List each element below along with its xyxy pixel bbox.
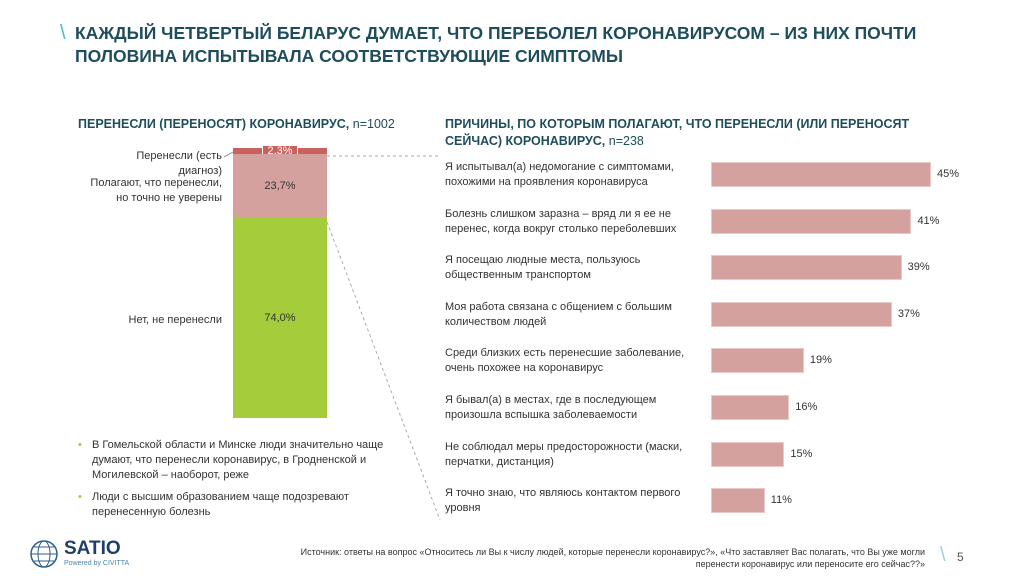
- reason-value: 45%: [937, 168, 960, 180]
- reason-label: Моя работа связана с общением с большим …: [445, 300, 672, 328]
- reason-bar: [711, 255, 902, 281]
- reason-label: Я посещаю людные места, пользуюсь общест…: [445, 254, 641, 282]
- reason-value: 15%: [790, 447, 813, 460]
- reason-bar: [711, 488, 765, 514]
- source-note: Источник: ответы на вопрос «Относитесь л…: [300, 547, 925, 569]
- reason-value: 37%: [897, 307, 920, 320]
- connector-bottom: [326, 221, 441, 521]
- left-chart-title: ПЕРЕНЕСЛИ (ПЕРЕНОСЯТ) КОРОНАВИРУС, n=100…: [78, 116, 395, 133]
- reason-bar: [711, 348, 804, 374]
- right-chart-n: n=238: [608, 134, 644, 148]
- legend-leader-line: [223, 151, 234, 158]
- reason-label: Среди близких есть перенесшие заболевани…: [445, 347, 685, 375]
- stack-segment-label: 23,7%: [264, 180, 296, 193]
- reason-value: 19%: [809, 354, 832, 367]
- stack-segment-label: 74,0%: [264, 312, 296, 325]
- reason-value: 39%: [907, 261, 930, 274]
- reason-value: 16%: [795, 401, 818, 413]
- right-chart-title: ПРИЧИНЫ, ПО КОТОРЫМ ПОЛАГАЮТ, ЧТО ПЕРЕНЕ…: [445, 116, 925, 150]
- reason-label: Болезнь слишком заразна – вряд ли я ее н…: [445, 207, 677, 235]
- reason-label: Я точно знаю, что являюсь контактом перв…: [445, 487, 681, 515]
- reason-bar: [711, 301, 892, 327]
- reason-label: Я испытывал(а) недомогание с симптомами,…: [445, 161, 674, 188]
- title-slash-decoration: \: [60, 22, 66, 44]
- right-chart-title-text: ПРИЧИНЫ, ПО КОТОРЫМ ПОЛАГАЮТ, ЧТО ПЕРЕНЕ…: [445, 117, 910, 148]
- left-chart-title-text: ПЕРЕНЕСЛИ (ПЕРЕНОСЯТ) КОРОНАВИРУС,: [78, 117, 350, 131]
- reason-value: 41%: [917, 214, 940, 227]
- reason-bar: [711, 208, 912, 234]
- legend-suspect: Полагают, что перенесли, но точно не уве…: [90, 177, 222, 204]
- stack-segment: 74,0%: [233, 218, 327, 418]
- slide-title: КАЖДЫЙ ЧЕТВЕРТЫЙ БЕЛАРУС ДУМАЕТ, ЧТО ПЕР…: [75, 23, 917, 66]
- left-chart-n: n=1002: [352, 117, 395, 131]
- bullet-2: Люди с высшим образованием чаще подозрев…: [78, 490, 402, 520]
- reason-bar: [711, 395, 790, 420]
- reason-label: Я бывал(а) в местах, где в последующем п…: [445, 394, 657, 421]
- reason-bar: [711, 162, 931, 187]
- reason-value: 11%: [770, 494, 792, 507]
- legend-diagnosed: Перенесли (есть диагноз): [136, 150, 222, 177]
- satio-logo: SATIO Powered by CIVITTA: [28, 538, 129, 575]
- reason-bar: [711, 441, 785, 467]
- page-slash-decoration: \: [940, 544, 946, 566]
- stack-segment: 23,7%: [233, 154, 327, 219]
- reason-label: Не соблюдал меры предосторожности (маски…: [445, 440, 683, 468]
- logo-tagline: Powered by CIVITTA: [64, 560, 130, 567]
- legend-no: Нет, не перенесли: [128, 314, 222, 326]
- logo-name: SATIO: [64, 538, 121, 559]
- bullet-1: В Гомельской области и Минске люди значи…: [78, 438, 402, 483]
- globe-icon: [30, 540, 58, 568]
- page-number: 5: [957, 550, 964, 564]
